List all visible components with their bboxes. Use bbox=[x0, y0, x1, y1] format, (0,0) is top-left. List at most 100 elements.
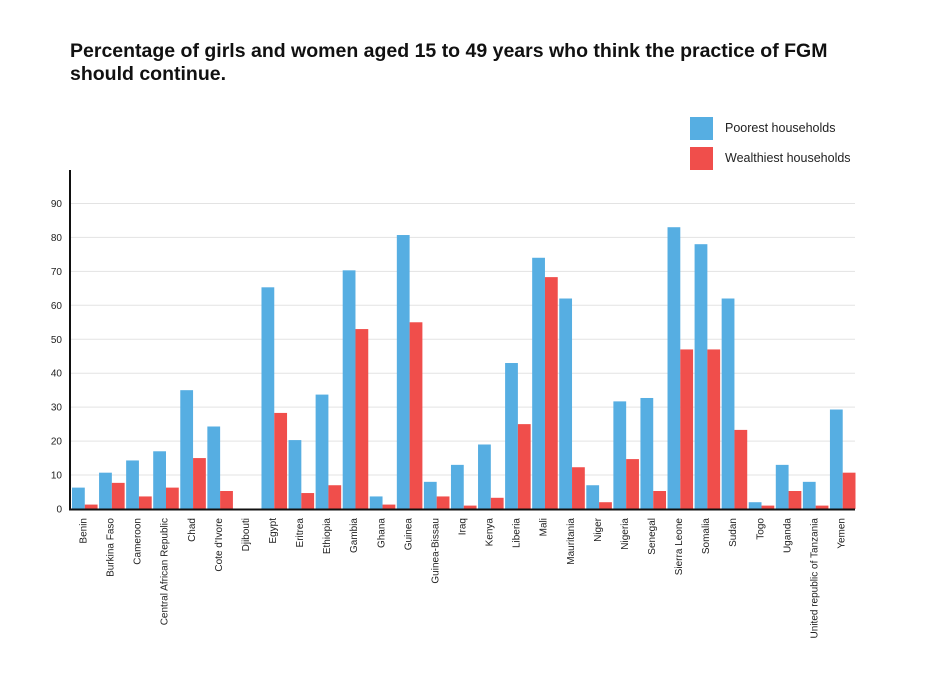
bar-poorest bbox=[396, 235, 410, 509]
x-tick-label: Eritrea bbox=[295, 518, 306, 548]
bar-wealthiest bbox=[193, 458, 206, 509]
y-tick-label: 80 bbox=[51, 233, 63, 244]
x-tick-label: Ethiopia bbox=[322, 518, 333, 555]
y-tick-label: 0 bbox=[56, 505, 62, 516]
x-tick-label: Guinea bbox=[403, 518, 414, 551]
x-tick-label: Mali bbox=[539, 518, 550, 536]
x-tick-label: Chad bbox=[187, 518, 198, 542]
bar-wealthiest bbox=[355, 329, 369, 509]
y-tick-label: 20 bbox=[51, 437, 63, 448]
bar-poorest bbox=[342, 270, 356, 509]
legend-label-wealthiest: Wealthiest households bbox=[725, 151, 851, 165]
bar-poorest bbox=[505, 363, 518, 509]
x-tick-label: Cameroon bbox=[133, 518, 144, 565]
bar-poorest bbox=[748, 502, 762, 509]
bar-poorest bbox=[478, 444, 491, 509]
y-tick-label: 50 bbox=[51, 335, 63, 346]
x-tick-label: Central African Republic bbox=[160, 518, 171, 625]
bar-poorest bbox=[532, 257, 545, 509]
x-tick-label: Niger bbox=[593, 517, 604, 542]
bar-poorest bbox=[802, 481, 816, 509]
bar-poorest bbox=[180, 390, 194, 509]
bar-wealthiest bbox=[382, 504, 396, 509]
x-tick-label: Uganda bbox=[782, 518, 793, 553]
bar-poorest bbox=[315, 394, 329, 509]
x-tick-label: Kenya bbox=[485, 518, 496, 547]
bar-wealthiest bbox=[517, 424, 531, 509]
bar-poorest bbox=[207, 426, 221, 509]
bar-poorest bbox=[72, 487, 85, 509]
bar-poorest bbox=[126, 460, 139, 509]
legend-item-poorest: Poorest households bbox=[690, 116, 851, 140]
legend-swatch-poorest bbox=[690, 116, 713, 140]
bar-poorest bbox=[559, 298, 573, 509]
bar-poorest bbox=[640, 397, 654, 509]
bar-poorest bbox=[153, 451, 166, 509]
x-tick-label: Burkina Faso bbox=[106, 518, 117, 577]
x-tick-label: Guinea-Bissau bbox=[430, 518, 441, 584]
bar-poorest bbox=[667, 227, 681, 509]
legend-label-poorest: Poorest households bbox=[725, 121, 836, 135]
bar-wealthiest bbox=[788, 491, 802, 509]
x-tick-label: Sierra Leone bbox=[674, 518, 685, 576]
x-tick-label: Iraq bbox=[458, 518, 469, 535]
x-tick-label: Egypt bbox=[268, 518, 279, 544]
bar-poorest bbox=[775, 464, 789, 509]
y-tick-label: 70 bbox=[51, 267, 63, 278]
bar-poorest bbox=[261, 287, 275, 509]
x-tick-label: Ghana bbox=[376, 518, 387, 548]
bar-poorest bbox=[586, 485, 600, 509]
x-tick-label: Togo bbox=[755, 518, 766, 540]
bar-wealthiest bbox=[84, 504, 98, 509]
bar-wealthiest bbox=[138, 496, 152, 509]
legend-item-wealthiest: Wealthiest households bbox=[690, 146, 851, 170]
chart-title: Percentage of girls and women aged 15 to… bbox=[70, 40, 828, 85]
bar-poorest bbox=[288, 440, 302, 509]
x-tick-label: Benin bbox=[79, 518, 90, 544]
bar-wealthiest bbox=[761, 505, 775, 509]
y-tick-label: 30 bbox=[51, 403, 63, 414]
bar-poorest bbox=[613, 401, 627, 509]
x-tick-label: Liberia bbox=[512, 518, 523, 548]
bar-wealthiest bbox=[599, 502, 612, 509]
bar-wealthiest bbox=[680, 349, 694, 509]
bar-wealthiest bbox=[111, 482, 125, 509]
bar-wealthiest bbox=[463, 505, 477, 509]
y-tick-label: 40 bbox=[51, 369, 63, 380]
x-tick-label: Nigeria bbox=[620, 518, 631, 550]
y-tick-label: 90 bbox=[51, 199, 63, 210]
x-tick-label: Djibouti bbox=[241, 518, 252, 551]
bar-wealthiest bbox=[544, 277, 558, 509]
bar-poorest bbox=[694, 244, 708, 509]
bar-poorest bbox=[369, 496, 383, 509]
bar-wealthiest bbox=[842, 472, 856, 509]
x-tick-label: Senegal bbox=[647, 518, 658, 555]
bar-poorest bbox=[450, 464, 464, 509]
x-tick-label: United republic of Tanzania bbox=[809, 518, 820, 639]
bar-wealthiest bbox=[274, 412, 288, 509]
x-tick-label: Sudan bbox=[728, 518, 739, 547]
legend-swatch-wealthiest bbox=[690, 146, 713, 170]
legend: Poorest households Wealthiest households bbox=[690, 116, 851, 176]
bar-wealthiest bbox=[436, 496, 450, 509]
bar-poorest bbox=[829, 409, 843, 509]
x-tick-label: Cote d'Ivore bbox=[214, 518, 225, 572]
bar-poorest bbox=[721, 298, 735, 509]
y-tick-label: 60 bbox=[51, 301, 63, 312]
bar-wealthiest bbox=[626, 459, 639, 509]
bar-wealthiest bbox=[165, 487, 179, 509]
x-tick-label: Gambia bbox=[349, 518, 360, 553]
bar-wealthiest bbox=[220, 491, 233, 509]
bar-poorest bbox=[423, 481, 437, 509]
bar-wealthiest bbox=[815, 505, 829, 509]
x-tick-label: Somalia bbox=[701, 518, 712, 555]
bar-wealthiest bbox=[328, 485, 342, 509]
y-tick-label: 10 bbox=[51, 471, 63, 482]
bar-wealthiest bbox=[734, 429, 748, 509]
bar-wealthiest bbox=[301, 493, 315, 509]
bar-wealthiest bbox=[490, 497, 504, 509]
bar-wealthiest bbox=[409, 322, 423, 509]
bar-wealthiest bbox=[572, 467, 585, 509]
bar-wealthiest bbox=[707, 349, 721, 509]
